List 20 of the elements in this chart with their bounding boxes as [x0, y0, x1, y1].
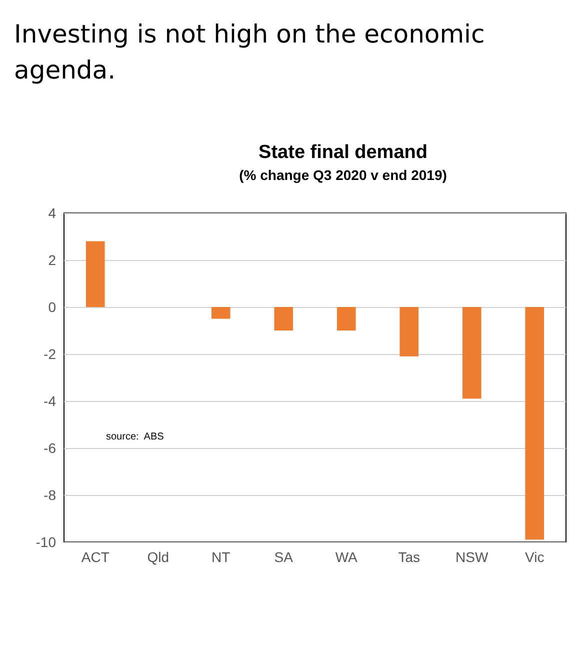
x-tick-label: Tas	[398, 549, 420, 565]
x-tick-label: NT	[212, 549, 231, 565]
y-tick-label: -8	[44, 487, 56, 503]
chart-title: State final demand	[258, 142, 428, 163]
y-tick-label: -4	[44, 393, 56, 409]
x-tick-label: WA	[335, 549, 358, 565]
x-tick-label: Vic	[525, 549, 544, 565]
x-tick-label: ACT	[81, 549, 110, 565]
y-tick-label: 4	[48, 205, 56, 221]
y-tick-label: 2	[48, 252, 56, 268]
y-tick-label: -2	[44, 346, 56, 362]
text: Investing is not high on the economic agenda.	[14, 20, 493, 84]
x-tick-label: Qld	[147, 549, 170, 565]
x-tick-label: SA	[274, 549, 294, 565]
y-tick-label: -10	[36, 534, 56, 550]
chart-subtitle: (% change Q3 2020 v end 2019)	[239, 167, 447, 183]
x-tick-label: NSW	[456, 549, 489, 565]
annotation: source: ABS	[106, 432, 164, 442]
y-tick-label: 0	[48, 299, 56, 315]
y-tick-label: -6	[44, 440, 56, 456]
